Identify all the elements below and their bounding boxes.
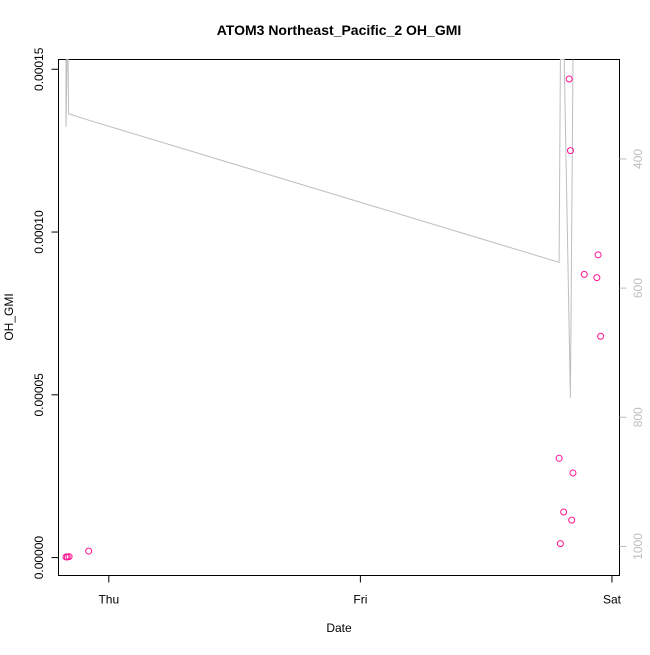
data-point (85, 547, 93, 555)
data-point (566, 147, 574, 155)
y2-tick-label: 600 (631, 278, 645, 298)
y2-tick-label: 800 (631, 407, 645, 427)
plot-frame (58, 59, 620, 576)
data-point (580, 270, 588, 278)
data-point (565, 75, 573, 83)
data-point (597, 332, 605, 340)
y-tick-label: 0.00000 (32, 536, 46, 580)
x-tick-label: Sat (603, 593, 622, 607)
data-point (65, 553, 73, 561)
y-axis-label: OH_GMI (2, 293, 16, 340)
data-point (568, 516, 576, 524)
oh-points-series (62, 75, 605, 561)
data-point (593, 274, 601, 282)
x-tick-label: Fri (353, 593, 367, 607)
x-axis: Thu Fri Sat (98, 575, 622, 607)
y2-tick-label: 1000 (631, 533, 645, 560)
data-point (594, 251, 602, 259)
y-tick-label: 0.00010 (32, 210, 46, 254)
data-point (560, 508, 568, 516)
x-tick-label: Thu (98, 593, 119, 607)
data-point (556, 540, 564, 548)
pressure-line (65, 59, 574, 398)
data-point (555, 454, 563, 462)
y2-axis: 400 600 800 1000 (619, 149, 645, 560)
pressure-line-series (65, 59, 574, 398)
y-axis: 0.00000 0.00005 0.00010 0.00015 (32, 47, 59, 579)
data-point (569, 469, 577, 477)
chart-title: ATOM3 Northeast_Pacific_2 OH_GMI (217, 22, 462, 38)
y2-tick-label: 400 (631, 149, 645, 169)
x-axis-label: Date (326, 621, 352, 635)
y-tick-label: 0.00015 (32, 47, 46, 91)
y-tick-label: 0.00005 (32, 373, 46, 417)
